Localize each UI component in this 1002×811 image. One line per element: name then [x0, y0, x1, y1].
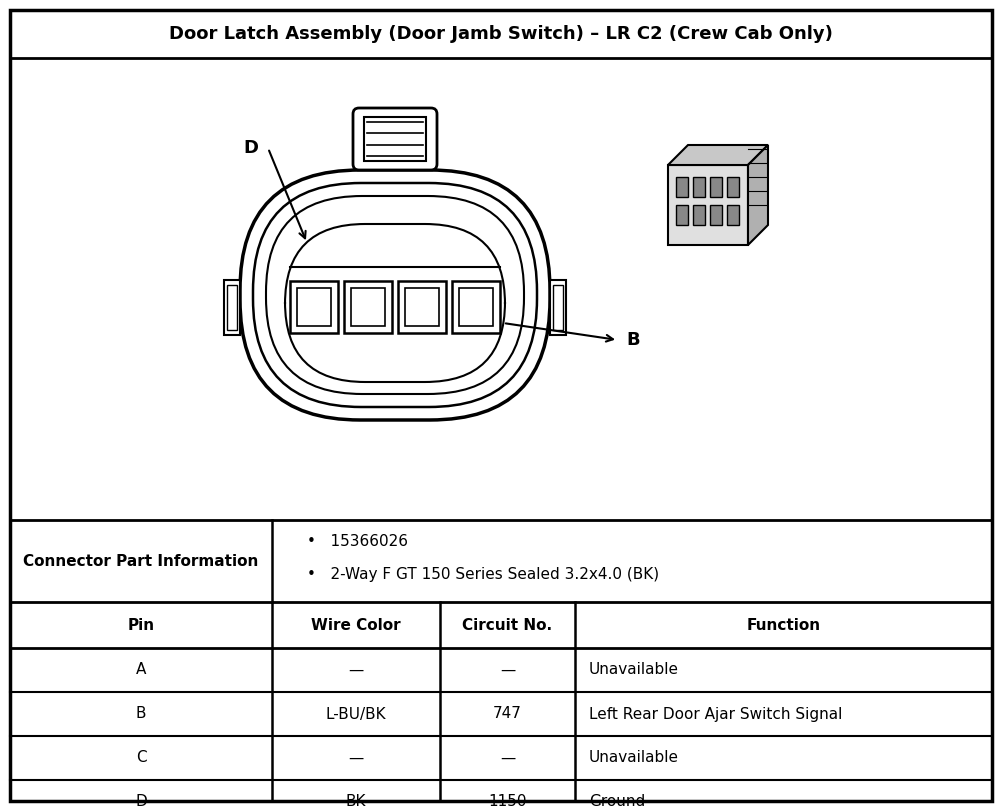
- Text: —: —: [500, 750, 515, 766]
- Text: Unavailable: Unavailable: [589, 663, 679, 677]
- Bar: [553, 285, 563, 329]
- Bar: [459, 288, 493, 326]
- Text: Ground: Ground: [589, 795, 645, 809]
- Bar: [550, 280, 566, 334]
- FancyBboxPatch shape: [253, 183, 537, 407]
- Text: D: D: [243, 139, 258, 157]
- Text: B: B: [626, 331, 639, 349]
- Text: Circuit No.: Circuit No.: [463, 617, 552, 633]
- Text: C: C: [135, 750, 146, 766]
- Bar: [676, 205, 688, 225]
- Text: —: —: [349, 663, 364, 677]
- Text: BK: BK: [346, 795, 367, 809]
- Bar: [364, 117, 426, 161]
- Text: Function: Function: [746, 617, 821, 633]
- Bar: [452, 281, 500, 333]
- Text: —: —: [500, 663, 515, 677]
- Text: 1150: 1150: [488, 795, 527, 809]
- Text: Pin: Pin: [127, 617, 154, 633]
- Polygon shape: [668, 145, 768, 165]
- Bar: [727, 177, 739, 197]
- Text: •   15366026: • 15366026: [307, 534, 408, 550]
- Bar: [224, 280, 240, 334]
- Bar: [290, 281, 338, 333]
- Polygon shape: [748, 145, 768, 245]
- Bar: [351, 288, 385, 326]
- Bar: [676, 177, 688, 197]
- Text: Door Latch Assembly (Door Jamb Switch) – LR C2 (Crew Cab Only): Door Latch Assembly (Door Jamb Switch) –…: [169, 25, 833, 43]
- FancyBboxPatch shape: [353, 108, 437, 170]
- Text: D: D: [135, 795, 147, 809]
- Bar: [668, 165, 748, 245]
- Bar: [398, 281, 446, 333]
- Text: Left Rear Door Ajar Switch Signal: Left Rear Door Ajar Switch Signal: [589, 706, 843, 722]
- Bar: [710, 205, 722, 225]
- Bar: [693, 177, 705, 197]
- Bar: [405, 288, 439, 326]
- Bar: [227, 285, 237, 329]
- Bar: [297, 288, 331, 326]
- Bar: [693, 205, 705, 225]
- FancyBboxPatch shape: [266, 196, 524, 394]
- Bar: [727, 205, 739, 225]
- Text: •   2-Way F GT 150 Series Sealed 3.2x4.0 (BK): • 2-Way F GT 150 Series Sealed 3.2x4.0 (…: [307, 568, 659, 582]
- Text: Wire Color: Wire Color: [312, 617, 401, 633]
- Bar: [344, 281, 392, 333]
- Text: A: A: [136, 663, 146, 677]
- FancyBboxPatch shape: [240, 170, 550, 420]
- Text: —: —: [349, 750, 364, 766]
- Text: L-BU/BK: L-BU/BK: [326, 706, 387, 722]
- Text: Connector Part Information: Connector Part Information: [23, 553, 259, 569]
- Text: B: B: [135, 706, 146, 722]
- Text: 747: 747: [493, 706, 522, 722]
- Text: Unavailable: Unavailable: [589, 750, 679, 766]
- Bar: [710, 177, 722, 197]
- FancyBboxPatch shape: [285, 224, 505, 382]
